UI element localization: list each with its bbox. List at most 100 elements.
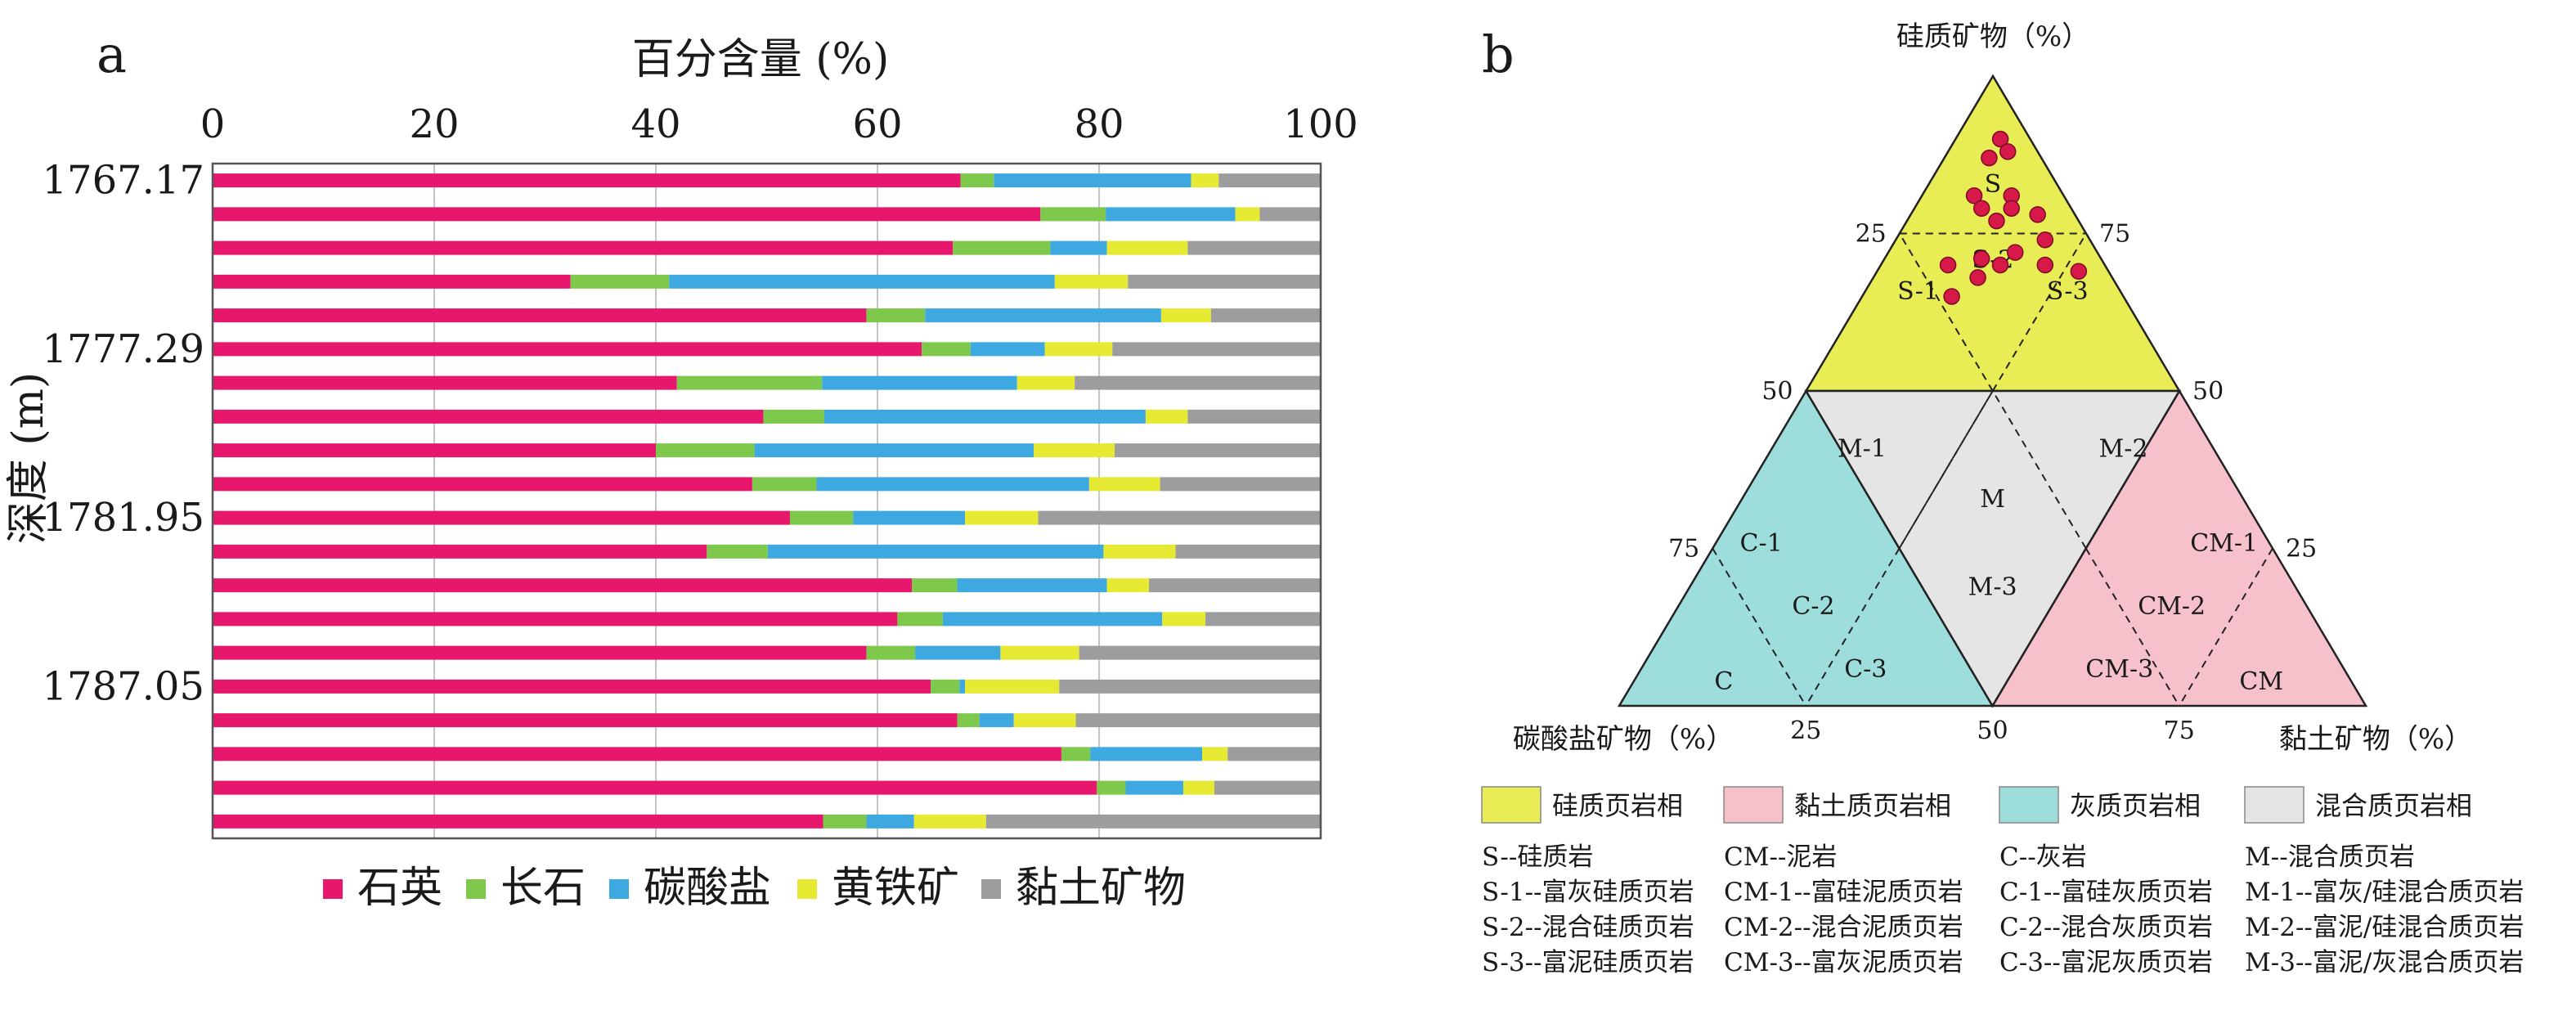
bar-segment-碳酸盐 <box>957 578 1107 593</box>
bar-segment-黏土矿物 <box>1075 375 1321 390</box>
bar-segment-长石 <box>676 375 823 390</box>
bar-segment-长石 <box>922 342 971 357</box>
left-edge-tick: 50 <box>1761 377 1793 406</box>
legend-swatch <box>797 879 817 899</box>
legend-label: 黏土质页岩相 <box>1794 790 1951 821</box>
sample-point <box>1972 250 1990 267</box>
sample-point <box>1969 269 1986 286</box>
field-label: CM-3 <box>2085 655 2153 684</box>
ternary-triangle: SS-1S-2S-3M-1MM-2M-3C-1C-2C-3CCM-1CM-2CM… <box>1513 20 2472 756</box>
sample-point <box>1943 288 1960 305</box>
bar-segment-石英 <box>213 612 898 627</box>
legend-swatch <box>1999 786 2059 824</box>
bar-segment-黏土矿物 <box>1175 544 1321 559</box>
bar-segment-黄铁矿 <box>1013 713 1076 728</box>
sample-point <box>1972 200 1990 217</box>
bar-segment-石英 <box>213 645 867 660</box>
left-edge-tick: 75 <box>1668 535 1699 564</box>
x-axis-title: 百分含量 (%) <box>632 35 890 84</box>
legend: 石英 长石 碳酸盐 黄铁矿 黏土矿物 <box>323 864 1186 913</box>
legend-swatch <box>466 879 486 899</box>
legend-swatch <box>609 879 629 899</box>
bar-segment-石英 <box>213 780 1097 795</box>
bar-segment-碳酸盐 <box>754 443 1034 458</box>
bar-segment-石英 <box>213 207 1041 222</box>
dashed-divider <box>1712 547 1807 707</box>
bar-segment-黏土矿物 <box>985 814 1321 829</box>
ternary-legend: 硅质页岩相 黏土质页岩相 灰质页岩相 混合质页岩相 S--硅质岩 CM--泥岩 C--灰岩 M… <box>1481 786 2524 977</box>
bar-segment-长石 <box>866 645 916 660</box>
bar-segment-黄铁矿 <box>965 679 1060 694</box>
sample-point <box>2007 244 2024 261</box>
field-label: M-2 <box>2099 434 2148 463</box>
bar-segment-碳酸盐 <box>1125 780 1183 795</box>
bar-segment-长石 <box>707 544 768 559</box>
depth-tick-label: 1781.95 <box>43 495 205 541</box>
depth-tick-labels: 1767.17 1777.29 1781.95 1787.05 <box>43 158 205 710</box>
bar-segment-黏土矿物 <box>1160 477 1321 492</box>
gridlines <box>433 164 1100 838</box>
bar-segment-黏土矿物 <box>1075 713 1321 728</box>
bar-segment-石英 <box>213 544 707 559</box>
field-label: S-1 <box>1897 277 1939 306</box>
dashed-divider <box>1898 390 1994 550</box>
bar-segment-石英 <box>213 173 961 188</box>
abbreviation-entry: C-3--富泥灰质页岩 <box>1999 948 2213 977</box>
y-axis-title: 深度 (m) <box>4 372 53 544</box>
bar-segment-黏土矿物 <box>1148 578 1321 593</box>
bar-segment-黄铁矿 <box>1044 342 1113 357</box>
bar-segment-长石 <box>763 409 824 424</box>
field-label: C-2 <box>1792 592 1834 621</box>
dashed-divider <box>1991 232 2087 392</box>
bar-segment-石英 <box>213 375 677 390</box>
right-edge-tick: 25 <box>2286 535 2317 564</box>
panel-a-stacked-bar-chart: a 百分含量 (%) 0 20 40 60 80 100 1767.171777.2917… <box>4 25 1358 913</box>
depth-tick-label: 1787.05 <box>43 663 205 709</box>
dashed-divider <box>2085 547 2180 707</box>
abbreviation-entry: CM--泥岩 <box>1724 842 1837 872</box>
bar-segment-石英 <box>213 477 752 492</box>
bar-segment-长石 <box>912 578 958 593</box>
sample-point <box>1981 149 1998 167</box>
bar-segment-长石 <box>957 713 980 728</box>
sample-point <box>1991 256 2009 274</box>
bar-segment-黄铁矿 <box>1034 443 1115 458</box>
bar-segment-黄铁矿 <box>1000 645 1079 660</box>
bar-segment-黏土矿物 <box>1218 173 1321 188</box>
bar-segment-碳酸盐 <box>1090 747 1203 761</box>
legend-swatch <box>981 879 1001 899</box>
bar-segment-石英 <box>213 240 954 255</box>
sample-point <box>2036 231 2054 249</box>
abbreviation-entry: CM-3--富灰泥质页岩 <box>1724 948 1963 977</box>
field-label: M-1 <box>1838 434 1887 463</box>
bar-segment-黏土矿物 <box>1259 207 1321 222</box>
bar-segment-石英 <box>213 713 958 728</box>
x-tick-labels: 0 20 40 60 80 100 <box>200 101 1358 147</box>
bar-segment-石英 <box>213 409 764 424</box>
bar-segment-石英 <box>213 342 922 357</box>
bar-segment-石英 <box>213 510 790 525</box>
bar-segment-黄铁矿 <box>1191 173 1219 188</box>
dashed-divider <box>1991 547 2087 707</box>
dashed-divider <box>1898 390 1994 550</box>
bar-segment-黄铁矿 <box>1160 308 1211 323</box>
left-edge-tick: 25 <box>1856 220 1887 249</box>
bar-segment-长石 <box>1040 207 1106 222</box>
bar-segment-碳酸盐 <box>970 342 1045 357</box>
abbreviation-entry: S-1--富灰硅质页岩 <box>1482 878 1694 907</box>
bar-segment-长石 <box>656 443 755 458</box>
field-label: M <box>1980 485 2005 514</box>
field-label: CM <box>2239 667 2283 696</box>
sample-point <box>2003 200 2020 217</box>
depth-tick-label: 1767.17 <box>43 158 205 204</box>
x-tick-label: 40 <box>631 101 680 147</box>
bar-segment-长石 <box>823 814 867 829</box>
right-edge-tick: 75 <box>2099 220 2130 249</box>
bar-segment-黄铁矿 <box>1202 747 1228 761</box>
bar-segment-黏土矿物 <box>1205 612 1321 627</box>
legend-label: 黏土矿物 <box>1016 864 1186 913</box>
bar-segment-黄铁矿 <box>1235 207 1260 222</box>
bars <box>213 173 1321 829</box>
field-label: C <box>1714 667 1733 696</box>
field-label: C-3 <box>1844 655 1887 684</box>
